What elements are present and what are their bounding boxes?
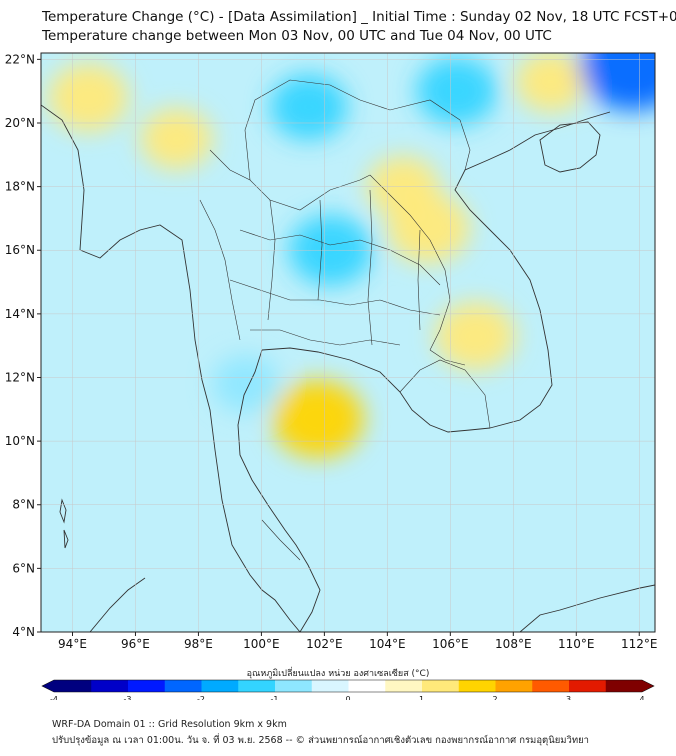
lon-tick-label: 104°E (369, 637, 406, 651)
chart-subtitle: Temperature change between Mon 03 Nov, 0… (42, 28, 552, 44)
colorbar-segment (421, 680, 459, 692)
colorbar-tick-label: -3 (124, 695, 132, 700)
colorbar-segment (531, 680, 569, 692)
colorbar-tick-label: -1 (271, 695, 279, 700)
colorbar-tick-label: 2 (492, 695, 497, 700)
lat-tick-label: 10°N (5, 434, 35, 448)
cool-anomaly-blob (580, 53, 655, 111)
lon-tick-label: 106°E (432, 637, 469, 651)
colorbar-segment (568, 680, 606, 692)
warm-anomaly-blob (272, 379, 364, 458)
lat-tick-label: 22°N (5, 52, 35, 66)
lon-tick-label: 100°E (243, 637, 280, 651)
warm-anomaly-blob (48, 63, 129, 132)
chart-title: Temperature Change (°C) - [Data Assimila… (42, 9, 676, 25)
lat-tick-label: 8°N (12, 498, 35, 512)
plot-frame (40, 52, 656, 633)
warm-anomaly-blob (140, 108, 213, 170)
colorbar-segment (458, 680, 496, 692)
lat-tick-label: 18°N (5, 180, 35, 194)
colorbar-segment (201, 680, 239, 692)
lat-tick-label: 4°N (12, 625, 35, 639)
lon-tick-label: 112°E (621, 637, 658, 651)
footer-model-info: WRF-DA Domain 01 :: Grid Resolution 9km … (52, 719, 287, 730)
lon-tick-label: 94°E (58, 637, 87, 651)
cool-anomaly-blob (212, 355, 279, 413)
colorbar-segment (274, 680, 312, 692)
lon-tick-label: 108°E (495, 637, 532, 651)
lon-tick-label: 102°E (306, 637, 343, 651)
plot-area (41, 53, 655, 632)
colorbar-segment (605, 680, 643, 692)
colorbar-label: อุณหภูมิเปลี่ยนแปลง หน่วย องศาเซลเซียส (… (246, 669, 430, 679)
lat-tick-label: 12°N (5, 370, 35, 384)
colorbar-tick-label: -4 (50, 695, 58, 700)
colorbar-max-extension (642, 680, 654, 692)
lon-tick-label: 96°E (121, 637, 150, 651)
province-borders (199, 79, 491, 561)
warm-anomaly-blob (515, 53, 588, 113)
lat-tick-label: 6°N (12, 561, 35, 575)
colorbar-segment (164, 680, 202, 692)
colorbar-tick-label: 4 (639, 695, 644, 700)
lon-tick-label: 98°E (184, 637, 213, 651)
colorbar-min-extension (42, 680, 54, 692)
cool-anomaly-blob (269, 74, 348, 141)
colorbar-scale (41, 679, 655, 693)
colorbar-segment (384, 680, 422, 692)
footer-credit: ปรับปรุงข้อมูล ณ เวลา 01:00น. วัน จ. ที่… (52, 735, 590, 746)
colorbar-tick-label: 0 (345, 695, 350, 700)
graticule (41, 53, 655, 632)
colorbar-segment (495, 680, 533, 692)
lon-tick-label: 110°E (558, 637, 595, 651)
cool-anomaly-blob (416, 57, 497, 126)
coastlines (41, 104, 655, 632)
colorbar-segment (90, 680, 128, 692)
anomaly-field (48, 53, 655, 458)
temperature-change-map: 94°E 96°E 98°E 100°E 102°E 104°E 106°E 108°E 110… (5, 52, 658, 700)
colorbar-tick-label: -2 (197, 695, 205, 700)
warm-anomaly-blob (435, 301, 516, 371)
colorbar-segment (127, 680, 165, 692)
longitude-axis: 94°E 96°E 98°E 100°E 102°E 104°E 106°E 108°E 110… (58, 632, 658, 651)
lat-tick-label: 20°N (5, 116, 35, 130)
colorbar-segment (348, 680, 386, 692)
latitude-axis: 4°N 6°N 8°N 10°N 12°N 14°N 16°N 18°N 20°N 22°N (5, 52, 41, 639)
lat-tick-label: 16°N (5, 243, 35, 257)
colorbar-ticks: -4 -3 -2 -1 0 1 2 3 4 (50, 695, 645, 700)
colorbar-segment (237, 680, 275, 692)
colorbar-tick-label: 3 (566, 695, 571, 700)
colorbar-segment (54, 680, 92, 692)
lat-tick-label: 14°N (5, 307, 35, 321)
colorbar-segment (311, 680, 349, 692)
colorbar: -4 -3 -2 -1 0 1 2 3 4 (41, 679, 655, 700)
colorbar-tick-label: 1 (419, 695, 424, 700)
